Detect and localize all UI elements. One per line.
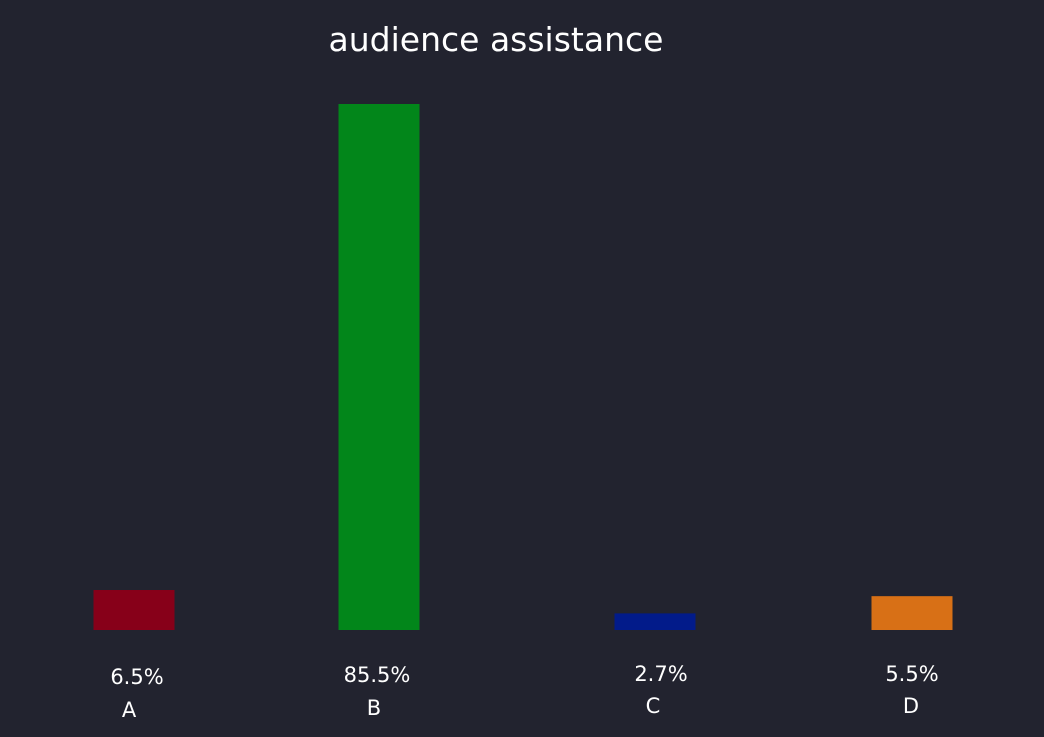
category-labels: A B C D: [122, 694, 919, 722]
value-label-b: 85.5%: [344, 663, 411, 687]
category-label-b: B: [367, 696, 381, 720]
bar-b: [338, 104, 420, 630]
value-label-c: 2.7%: [634, 662, 687, 686]
bars: [93, 104, 953, 630]
category-label-c: C: [646, 694, 661, 718]
category-label-d: D: [903, 694, 919, 718]
value-label-a: 6.5%: [110, 665, 163, 689]
category-label-a: A: [122, 698, 137, 722]
value-label-d: 5.5%: [885, 662, 938, 686]
bar-c: [614, 613, 696, 630]
bar-d: [871, 596, 953, 630]
chart-title: audience assistance: [328, 20, 664, 59]
value-labels: 6.5% 85.5% 2.7% 5.5%: [110, 662, 938, 689]
bar-a: [93, 590, 175, 630]
